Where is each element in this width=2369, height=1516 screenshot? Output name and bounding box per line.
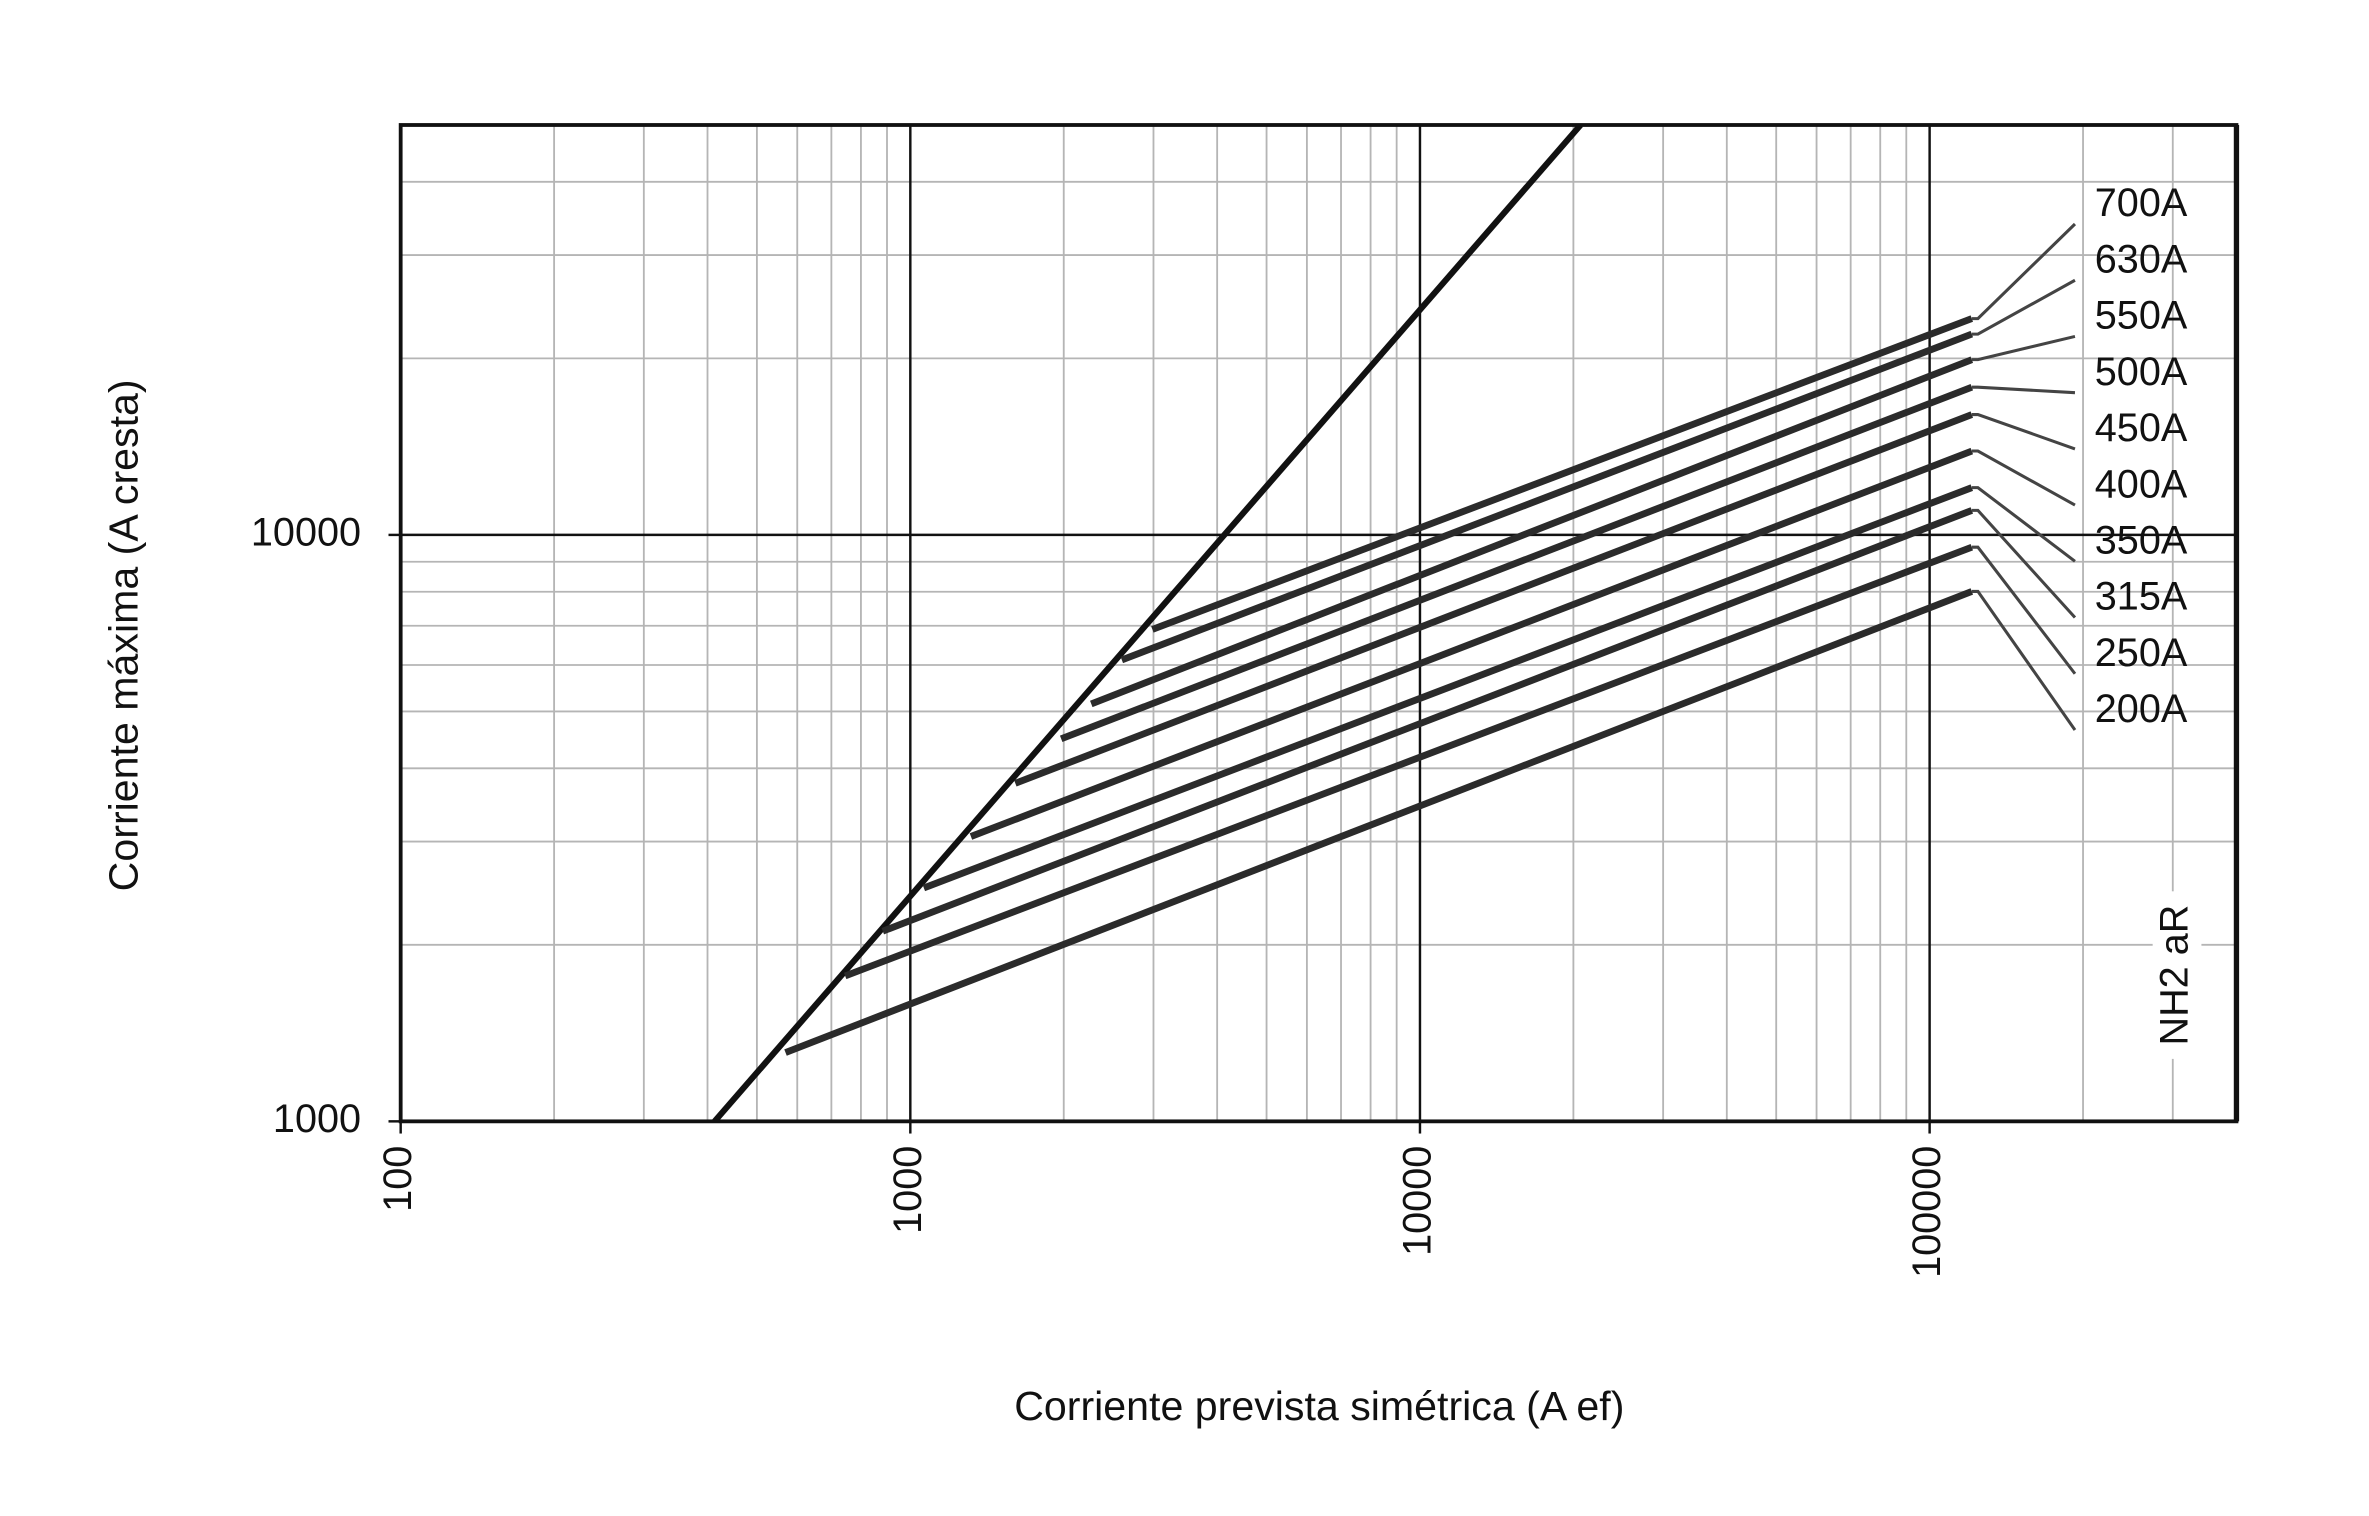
legend-label: 700A [2095, 181, 2188, 225]
legend-label: 630A [2095, 237, 2188, 281]
leader-line [1971, 385, 2076, 395]
leader-line [1971, 545, 2077, 675]
leader-line [1971, 222, 2077, 321]
annotation-background [2152, 891, 2202, 1059]
leader-line [1971, 334, 2076, 362]
series-line [922, 484, 1974, 892]
y-tick-label: 1000 [273, 1097, 361, 1141]
x-tick-label: 10000 [1395, 1146, 1439, 1256]
legend-label: 350A [2095, 519, 2188, 563]
series-line [1120, 330, 1974, 664]
legend-label: 550A [2095, 294, 2188, 338]
leader-line [1971, 589, 2077, 731]
legend-label: 315A [2095, 575, 2188, 619]
series-line [1014, 411, 1974, 787]
leader-line [1971, 278, 2076, 336]
plot-frame [398, 123, 2239, 1124]
series-line [1059, 383, 1974, 743]
series-line [969, 447, 1974, 840]
x-tick-label: 1000 [886, 1146, 930, 1234]
annotation: NH2 aR [2153, 905, 2197, 1046]
series-line [784, 588, 1974, 1056]
legend-label: 400A [2095, 462, 2188, 506]
leader-line [1971, 508, 2077, 619]
x-tick-label: 100000 [1905, 1146, 1949, 1278]
series-line [1151, 315, 1974, 633]
y-tick-label: 10000 [251, 510, 361, 554]
leader-line [1971, 449, 2076, 507]
leader-line [1971, 486, 2076, 563]
legend-label: 250A [2095, 631, 2188, 675]
series-line [1090, 356, 1974, 708]
series-line [843, 543, 1974, 980]
x-axis-label: Corriente prevista simétrica (A ef) [1014, 1383, 1624, 1429]
series-line [881, 507, 1974, 935]
legend-label: 200A [2095, 687, 2188, 731]
legend-label: 500A [2095, 350, 2188, 394]
leader-line [1971, 413, 2076, 451]
reference-line [712, 124, 1583, 1122]
x-tick-label: 100 [376, 1146, 420, 1212]
y-axis-label: Corriente máxima (A cresta) [100, 379, 146, 891]
legend-label: 450A [2095, 406, 2188, 450]
